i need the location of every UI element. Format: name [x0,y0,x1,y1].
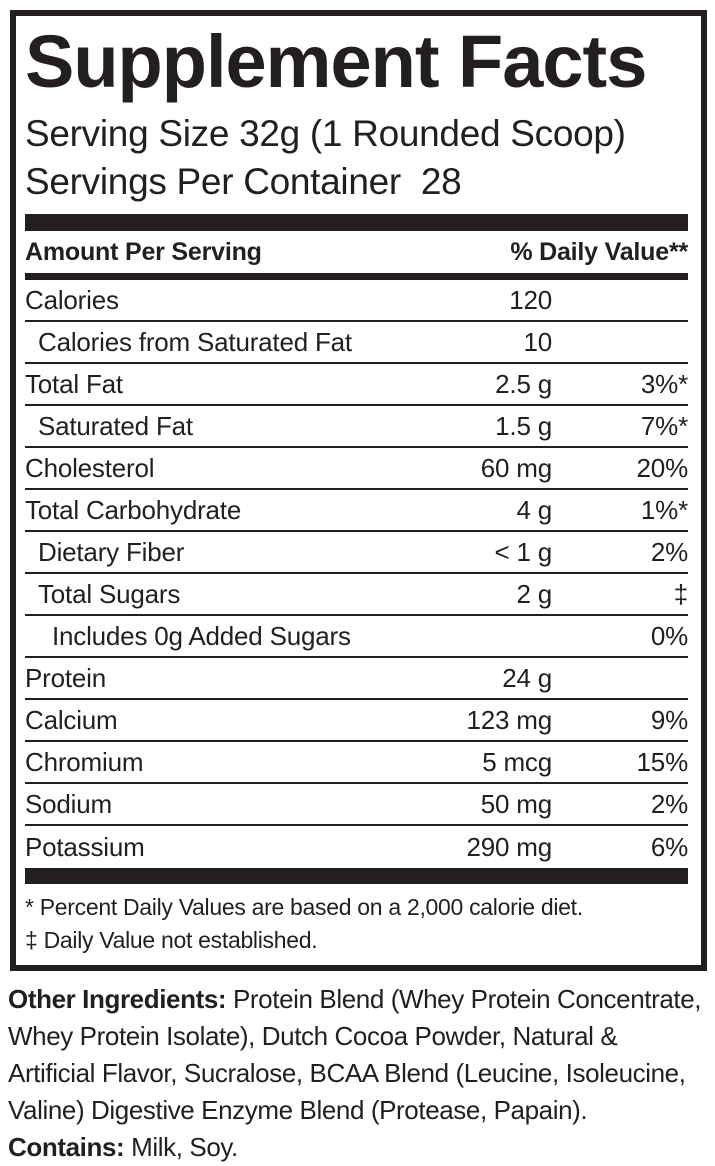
nutrient-daily-value: 2% [650,536,688,567]
nutrient-name: Cholesterol [25,452,155,483]
nutrient-name: Calories from Saturated Fat [38,326,352,357]
table-row: Total Sugars 2 g ‡ [25,574,688,616]
serving-size-text: Serving Size 32g (1 Rounded Scoop) [25,113,626,154]
nutrient-amount: 50 mg [480,788,552,819]
table-row: Chromium 5 mcg 15% [25,742,688,784]
servings-per-container-text: Servings Per Container 28 [25,161,462,202]
nutrient-name: Total Sugars [38,578,181,609]
table-row: Dietary Fiber < 1 g 2% [25,532,688,574]
nutrient-name: Total Fat [25,368,123,399]
nutrient-daily-value: 20% [636,452,689,483]
nutrient-amount: 4 g [516,494,552,525]
table-row: Includes 0g Added Sugars 0% [25,616,688,658]
nutrient-daily-value: 2% [650,788,688,819]
table-row: Calories 120 [25,280,688,322]
ingredients-line: Whey Protein Isolate), Dutch Cocoa Powde… [8,1018,712,1055]
table-row: Saturated Fat 1.5 g 7%* [25,406,688,448]
ingredients-text: Milk, Soy. [124,1132,238,1162]
nutrient-amount: 60 mg [480,452,552,483]
ingredients-text: Valine) Digestive Enzyme Blend (Protease… [8,1095,588,1125]
ingredients-line: Contains: Milk, Soy. [8,1129,712,1166]
table-row: Total Fat 2.5 g 3%* [25,364,688,406]
ingredients-line: Artificial Flavor, Sucralose, BCAA Blend… [8,1055,712,1092]
table-row: Cholesterol 60 mg 20% [25,448,688,490]
ingredients-line: Valine) Digestive Enzyme Blend (Protease… [8,1092,712,1129]
table-row: Potassium 290 mg 6% [25,826,688,868]
ingredients-text: Artificial Flavor, Sucralose, BCAA Blend… [8,1058,686,1088]
amount-per-serving-header: Amount Per Serving [25,237,262,266]
table-row: Calories from Saturated Fat 10 [25,322,688,364]
panel-title: Supplement Facts [25,20,647,103]
ingredients-bold-label: Contains: [8,1132,125,1162]
footnote-line: * Percent Daily Values are based on a 2,… [25,894,583,920]
ingredients-text: Protein Blend (Whey Protein Concentrate, [226,984,702,1014]
nutrient-amount: 290 mg [466,831,552,862]
nutrient-daily-value: 7%* [640,410,688,441]
ingredients-bold-label: Other Ingredients: [8,984,227,1014]
nutrient-name: Saturated Fat [38,410,193,441]
nutrient-name: Sodium [25,788,112,819]
nutrient-daily-value: 15% [636,746,689,777]
table-row: Total Carbohydrate 4 g 1%* [25,490,688,532]
nutrient-daily-value: 0% [650,620,688,651]
divider-medium [25,273,688,280]
ingredients-text: Whey Protein Isolate), Dutch Cocoa Powde… [8,1021,618,1051]
nutrient-name: Protein [25,662,106,693]
nutrient-name: Calcium [25,704,118,735]
nutrient-daily-value: 6% [650,831,688,862]
nutrient-amount: 120 [509,284,552,315]
nutrient-daily-value: 3%* [640,368,688,399]
table-row: Calcium 123 mg 9% [25,700,688,742]
table-row: Sodium 50 mg 2% [25,784,688,826]
supplement-facts-panel: Supplement Facts Serving Size 32g (1 Rou… [10,10,707,971]
nutrient-name: Dietary Fiber [38,536,185,567]
daily-value-header: % Daily Value** [510,237,688,266]
nutrient-name: Potassium [25,831,145,862]
nutrient-daily-value: 1%* [640,494,688,525]
nutrient-name: Chromium [25,746,144,777]
nutrient-amount: 24 g [502,662,552,693]
nutrient-amount: 123 mg [466,704,552,735]
nutrient-name: Calories [25,284,119,315]
nutrient-amount: 5 mcg [482,746,552,777]
table-row: Protein 24 g [25,658,688,700]
ingredients-line: Other Ingredients: Protein Blend (Whey P… [8,981,712,1018]
footnote-line: ‡ Daily Value not established. [25,927,318,953]
nutrient-daily-value: ‡ [673,578,688,609]
nutrient-daily-value: 9% [650,704,688,735]
nutrient-amount: 1.5 g [495,410,552,441]
nutrient-amount: < 1 g [494,536,552,567]
nutrient-name: Includes 0g Added Sugars [52,620,351,651]
nutrient-amount: 2.5 g [495,368,552,399]
nutrient-name: Total Carbohydrate [25,494,242,525]
divider-thick-bottom [25,868,688,884]
other-ingredients-section: Other Ingredients: Protein Blend (Whey P… [8,981,712,1166]
divider-thick-top [25,214,688,231]
nutrient-table: Calories 120 Calories from Saturated Fat 10… [25,280,688,868]
nutrient-amount: 10 [523,326,552,357]
table-header-row: Amount Per Serving % Daily Value** [25,231,688,273]
footnotes: * Percent Daily Values are based on a 2,… [25,884,688,957]
nutrient-amount: 2 g [516,578,552,609]
